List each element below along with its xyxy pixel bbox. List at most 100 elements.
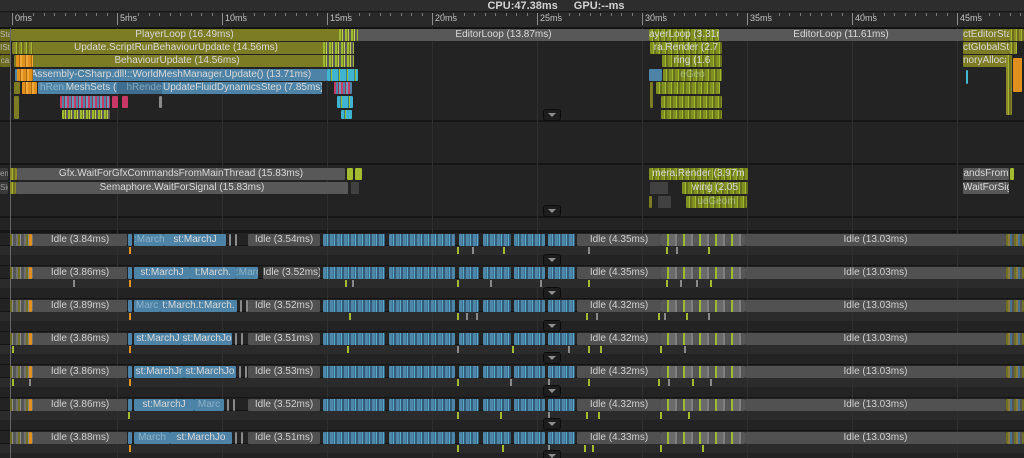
- profiler-marker[interactable]: [490, 280, 492, 287]
- profiler-marker[interactable]: [129, 346, 131, 353]
- profiler-sample-bar[interactable]: noryAlloca: [963, 55, 1009, 67]
- profiler-sample-bar[interactable]: ctGlobalSt: [963, 42, 1009, 54]
- profiler-sample-bar[interactable]: [548, 432, 575, 444]
- profiler-marker[interactable]: [345, 280, 347, 287]
- profiler-sample-bar[interactable]: [1009, 29, 1024, 41]
- profiler-marker[interactable]: [660, 445, 662, 452]
- expand-thread-button[interactable]: [543, 109, 561, 121]
- profiler-sample-bar[interactable]: Marc: [194, 399, 224, 411]
- profiler-sample-bar[interactable]: Idle (13.03ms): [745, 366, 1006, 378]
- profiler-sample-bar[interactable]: [1009, 42, 1017, 54]
- profiler-marker[interactable]: [666, 247, 668, 254]
- profiler-sample-bar[interactable]: Sta: [0, 29, 10, 41]
- profiler-sample-bar[interactable]: [128, 300, 132, 312]
- profiler-sample-bar[interactable]: t:March.: [190, 267, 236, 279]
- profiler-sample-bar[interactable]: Idle (3.88ms): [33, 432, 127, 444]
- profiler-sample-bar[interactable]: PlayerLoop (16.49ms): [11, 29, 358, 41]
- profiler-sample-bar[interactable]: [661, 399, 745, 411]
- profiler-sample-bar[interactable]: Idle (4.35ms): [577, 267, 661, 279]
- profiler-sample-bar[interactable]: [323, 333, 385, 345]
- profiler-marker[interactable]: [684, 346, 686, 353]
- profiler-sample-bar[interactable]: [29, 267, 32, 279]
- expand-thread-button[interactable]: [543, 254, 561, 266]
- profiler-sample-bar[interactable]: [10, 399, 33, 411]
- profiler-sample-bar[interactable]: [548, 333, 575, 345]
- profiler-sample-bar[interactable]: [1006, 399, 1024, 411]
- profiler-sample-bar[interactable]: EditorLoop (11.61ms): [719, 29, 963, 41]
- profiler-sample-bar[interactable]: mera.Render (3.97m: [649, 168, 748, 180]
- profiler-sample-bar[interactable]: [323, 55, 354, 67]
- profiler-sample-bar[interactable]: [459, 234, 479, 246]
- profiler-sample-bar[interactable]: [10, 300, 33, 312]
- profiler-marker[interactable]: [12, 346, 14, 353]
- profiler-sample-bar[interactable]: eGeo: [663, 69, 722, 81]
- profiler-marker[interactable]: [502, 445, 504, 452]
- profiler-marker[interactable]: [128, 412, 130, 419]
- profiler-sample-bar[interactable]: [661, 432, 745, 444]
- profiler-sample-bar[interactable]: Sig: [0, 182, 8, 194]
- profiler-sample-bar[interactable]: Idle (3.86ms): [33, 333, 127, 345]
- profiler-sample-bar[interactable]: [459, 300, 479, 312]
- profiler-sample-bar[interactable]: Idle (13.03ms): [745, 267, 1006, 279]
- profiler-sample-bar[interactable]: Marc: [134, 300, 160, 312]
- profiler-sample-bar[interactable]: st:MarchJo: [170, 432, 232, 444]
- profiler-sample-bar[interactable]: [514, 399, 545, 411]
- profiler-marker[interactable]: [510, 379, 512, 386]
- profiler-sample-bar[interactable]: [29, 234, 32, 246]
- profiler-sample-bar[interactable]: [227, 399, 229, 411]
- profiler-sample-bar[interactable]: [459, 366, 479, 378]
- profiler-sample-bar[interactable]: ISt: [0, 42, 10, 54]
- profiler-sample-bar[interactable]: [661, 366, 745, 378]
- profiler-sample-bar[interactable]: [29, 432, 32, 444]
- profiler-sample-bar[interactable]: [658, 196, 671, 208]
- profiler-sample-bar[interactable]: [514, 432, 545, 444]
- profiler-sample-bar[interactable]: [661, 300, 745, 312]
- profiler-sample-bar[interactable]: Idle (3.52ms): [248, 300, 320, 312]
- profiler-marker[interactable]: [588, 280, 590, 287]
- profiler-sample-bar[interactable]: [1010, 168, 1014, 180]
- profiler-sample-bar[interactable]: [351, 182, 359, 194]
- profiler-marker[interactable]: [708, 313, 710, 320]
- profiler-sample-bar[interactable]: [128, 366, 132, 378]
- profiler-sample-bar[interactable]: [323, 366, 385, 378]
- profiler-sample-bar[interactable]: [355, 168, 362, 180]
- profiler-marker[interactable]: [503, 247, 505, 254]
- profiler-sample-bar[interactable]: [17, 69, 33, 81]
- profiler-sample-bar[interactable]: [235, 333, 237, 345]
- expand-thread-button[interactable]: [543, 418, 561, 430]
- profiler-sample-bar[interactable]: [241, 432, 243, 444]
- profiler-sample-bar[interactable]: :March: [134, 234, 164, 246]
- profiler-marker[interactable]: [457, 412, 459, 419]
- profiler-sample-bar[interactable]: Idle (3.84ms): [33, 234, 127, 246]
- profiler-marker[interactable]: [686, 313, 688, 320]
- profiler-sample-bar[interactable]: ra.Render (2.7: [650, 42, 722, 54]
- profiler-marker[interactable]: [548, 445, 550, 452]
- profiler-sample-bar[interactable]: [514, 234, 545, 246]
- profiler-marker[interactable]: [676, 247, 678, 254]
- profiler-marker[interactable]: [466, 313, 468, 320]
- profiler-sample-bar[interactable]: [1006, 432, 1024, 444]
- profiler-sample-bar[interactable]: ctEditorSta: [963, 29, 1009, 41]
- profiler-sample-bar[interactable]: hRen: [40, 82, 64, 94]
- profiler-sample-bar[interactable]: [661, 267, 745, 279]
- profiler-sample-bar[interactable]: [10, 168, 17, 180]
- profiler-marker[interactable]: [457, 346, 459, 353]
- profiler-sample-bar[interactable]: [1006, 267, 1024, 279]
- profiler-marker[interactable]: [592, 445, 594, 452]
- profiler-sample-bar[interactable]: [459, 432, 479, 444]
- profiler-marker[interactable]: [500, 412, 502, 419]
- profiler-sample-bar[interactable]: [29, 399, 32, 411]
- profiler-sample-bar[interactable]: [10, 333, 33, 345]
- profiler-marker[interactable]: [702, 445, 704, 452]
- profiler-sample-bar[interactable]: [1006, 333, 1024, 345]
- profiler-sample-bar[interactable]: [548, 234, 575, 246]
- profiler-sample-bar[interactable]: [483, 432, 511, 444]
- profiler-marker[interactable]: [129, 247, 131, 254]
- profiler-sample-bar[interactable]: st:MarchJo: [184, 366, 236, 378]
- profiler-sample-bar[interactable]: [661, 333, 745, 345]
- profiler-sample-bar[interactable]: [514, 267, 545, 279]
- profiler-sample-bar[interactable]: Idle (3.54ms): [248, 234, 320, 246]
- profiler-sample-bar[interactable]: Idle (13.03ms): [745, 333, 1006, 345]
- profiler-marker[interactable]: [688, 412, 690, 419]
- profiler-marker[interactable]: [568, 346, 570, 353]
